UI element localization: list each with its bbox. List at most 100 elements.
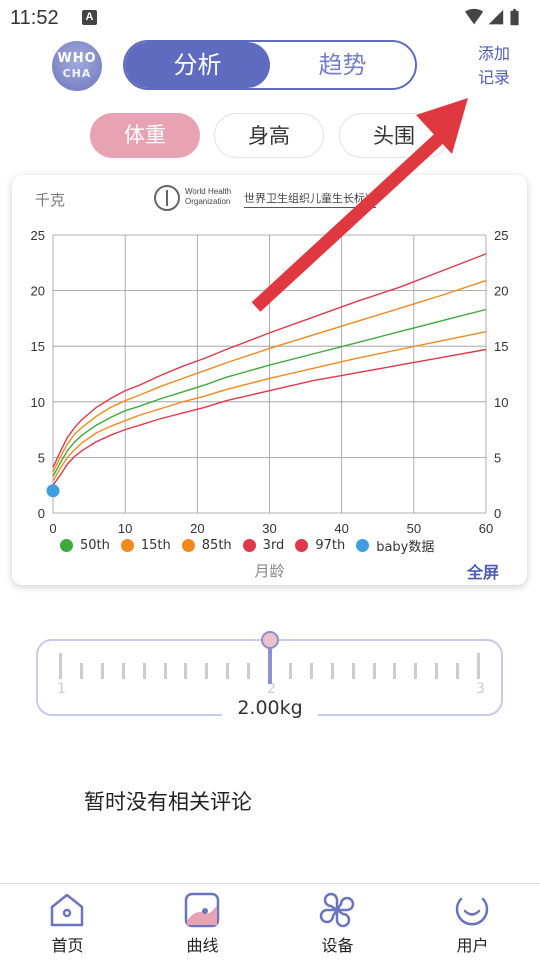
x-axis-title: 月龄: [254, 562, 285, 580]
add-record-line2: 记录: [477, 68, 510, 87]
y-tick-label-right: 20: [494, 284, 508, 299]
segment-analysis[interactable]: 分析: [125, 42, 270, 88]
slider-tick: [142, 663, 146, 679]
legend-label: 15th: [140, 537, 171, 553]
legend-item: baby数据: [356, 536, 434, 555]
nav-device-label: 设备: [321, 936, 354, 955]
notification-icon: A: [82, 10, 97, 25]
series-line-97th: [52, 253, 487, 468]
y-tick-label-left: 20: [31, 284, 45, 299]
logo-line2: CHA: [62, 67, 92, 80]
y-tick-label-right: 10: [494, 395, 508, 410]
y-tick-label-right: 15: [494, 339, 508, 354]
tab-height[interactable]: 身高: [214, 113, 324, 158]
slider-label-1: 1: [57, 681, 66, 697]
legend-item: 50th: [60, 538, 110, 553]
add-record-line1: 添加: [477, 44, 510, 63]
slider-tick: [393, 663, 397, 679]
x-tick-label: 30: [262, 521, 276, 536]
slider-value: 2.00kg: [222, 697, 318, 719]
x-tick-label: 40: [334, 521, 348, 536]
slider-tick: [247, 663, 251, 679]
device-icon: [319, 892, 355, 928]
slider-tick: [184, 663, 188, 679]
wifi-icon: [465, 8, 484, 25]
slider-needle: [268, 647, 272, 684]
y-axis-unit: 千克: [35, 191, 66, 209]
tab-weight[interactable]: 体重: [90, 113, 200, 158]
series-line-3rd: [52, 348, 487, 486]
y-tick-label-left: 15: [31, 339, 45, 354]
legend-dot: [242, 538, 256, 552]
slider-tick: [351, 663, 355, 679]
y-tick-label-left: 10: [31, 395, 45, 410]
legend-dot: [295, 538, 309, 552]
legend-dot: [120, 538, 134, 552]
legend-label: baby数据: [376, 539, 435, 555]
slider-tick: [79, 663, 83, 679]
slider-tick: [121, 663, 125, 679]
legend-label: 85th: [201, 537, 232, 553]
who-standard-text: 世界卫生组织儿童生长标准: [244, 190, 376, 208]
nav-curve-label: 曲线: [186, 936, 219, 955]
series-line-15th: [52, 331, 487, 482]
x-tick-label: 60: [479, 521, 493, 536]
signal-icon: [488, 9, 504, 25]
who-emblem-icon: [154, 185, 180, 211]
x-tick-label: 0: [49, 521, 56, 536]
bottom-nav: 首页 曲线 设备 用户: [0, 883, 540, 960]
legend-item: 85th: [181, 537, 232, 553]
legend-label: 97th: [315, 537, 346, 553]
home-icon: [50, 893, 84, 927]
status-time: 11:52: [10, 7, 59, 29]
legend-dot: [60, 538, 73, 552]
who-org-text: World Health Organization: [185, 187, 232, 206]
slider-tick: [435, 663, 439, 679]
legend-item: 97th: [295, 538, 345, 553]
nav-home-label: 首页: [51, 936, 84, 955]
segment-trend[interactable]: 趋势: [318, 51, 367, 79]
slider-tick: [456, 663, 460, 679]
slider-tick: [288, 663, 292, 679]
slider-tick: [226, 663, 230, 679]
nav-home[interactable]: 首页: [0, 884, 135, 960]
nav-user[interactable]: 用户: [405, 884, 540, 960]
status-bar: 11:52 A: [0, 0, 540, 36]
slider-tick: [372, 663, 376, 679]
legend-item: 3rd: [242, 537, 285, 553]
nav-device[interactable]: 设备: [270, 884, 405, 960]
slider-tick: [163, 663, 167, 679]
y-tick-label-right: 0: [494, 506, 501, 521]
slider-thumb[interactable]: [261, 631, 279, 649]
nav-curve[interactable]: 曲线: [135, 884, 270, 960]
slider-tick: [414, 663, 418, 679]
slider-tick: [205, 663, 209, 679]
add-record-button[interactable]: 添加 记录: [472, 42, 516, 90]
view-segment: 分析 趋势: [123, 40, 417, 90]
chart-legend: 50th 15th 85th 3rd 97th baby数据: [60, 536, 445, 555]
legend-label: 50th: [80, 537, 110, 553]
legend-dot: [181, 538, 195, 552]
legend-dot: [356, 538, 370, 552]
fullscreen-button[interactable]: 全屏: [466, 563, 499, 582]
slider-tick: [330, 663, 334, 679]
empty-comments-text: 暂时没有相关评论: [84, 790, 252, 814]
x-tick-label: 50: [407, 521, 421, 536]
legend-item: 15th: [120, 537, 171, 553]
x-tick-label: 20: [190, 521, 204, 536]
slider-tick: [477, 653, 480, 679]
slider-label-2: 2: [267, 681, 276, 697]
y-tick-label-left: 0: [38, 506, 45, 521]
y-tick-label-right: 25: [494, 228, 508, 243]
app-logo: WHO CHA: [52, 41, 102, 91]
status-icons: [465, 8, 519, 26]
battery-icon: [510, 10, 519, 26]
slider-label-3: 3: [476, 681, 485, 697]
legend-label: 3rd: [262, 537, 285, 553]
series-line-85th: [52, 279, 487, 473]
series-line-50th: [52, 308, 487, 477]
slider-tick: [59, 653, 62, 679]
baby-data-point: [46, 484, 60, 498]
